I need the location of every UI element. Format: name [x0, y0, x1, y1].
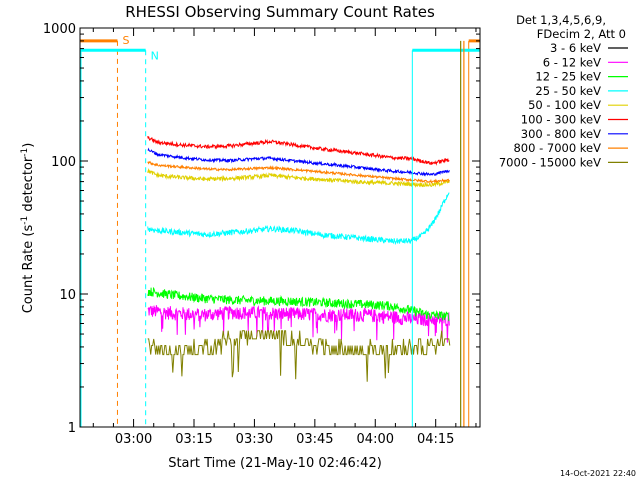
y-tick-label: 1 [68, 421, 76, 436]
series-line-100-300-kev [147, 136, 450, 166]
x-tick-label: 03:15 [175, 432, 212, 447]
series-line-50-100-kev [147, 167, 450, 188]
series-line-6-12-kev [147, 305, 450, 343]
legend: Det 1,3,4,5,6,9, FDecim 2, Att 0 3 - 6 k… [499, 13, 628, 169]
series-line-300-800-kev [147, 147, 450, 177]
axis-ticks: 03:00 03:15 03:30 03:45 04:00 04:15 1 10 100 1000 [43, 22, 480, 447]
y-tick-label: 1000 [43, 22, 76, 37]
x-axis-label: Start Time (21-May-10 02:46:42) [168, 456, 382, 471]
night-flag-label: N [151, 49, 159, 62]
legend-label-100-300-kev: 100 - 300 keV [521, 113, 601, 127]
legend-label-6-12-kev: 6 - 12 keV [543, 55, 601, 69]
timestamp: 14-Oct-2021 22:40 [560, 469, 636, 478]
series-line-7000-15000-kev [147, 330, 451, 382]
legend-label-50-100-kev: 50 - 100 keV [528, 98, 601, 112]
legend-header-line2: FDecim 2, Att 0 [537, 27, 626, 41]
series-line-800-7000-kev [147, 160, 450, 184]
legend-label-3-6-kev: 3 - 6 keV [550, 41, 601, 55]
y-axis-label: Count Rate (s-1 detector-1) [20, 143, 36, 314]
plot-area: SN [80, 34, 480, 427]
x-tick-label: 03:45 [296, 432, 333, 447]
chart-title: RHESSI Observing Summary Count Rates [125, 3, 435, 21]
legend-label-300-800-kev: 300 - 800 keV [521, 127, 601, 141]
y-tick-label: 100 [51, 155, 76, 170]
x-tick-label: 04:15 [417, 432, 454, 447]
series-line-25-50-kev [147, 192, 450, 246]
legend-label-25-50-kev: 25 - 50 keV [535, 84, 601, 98]
y-tick-label: 10 [59, 288, 76, 303]
series-line-12-25-kev [147, 286, 450, 322]
legend-label-800-7000-kev: 800 - 7000 keV [513, 141, 601, 155]
saa-flag-label: S [122, 34, 129, 47]
x-tick-label: 03:00 [115, 432, 152, 447]
legend-label-12-25-kev: 12 - 25 keV [535, 70, 601, 84]
legend-header-line1: Det 1,3,4,5,6,9, [516, 13, 606, 27]
x-tick-label: 04:00 [357, 432, 394, 447]
legend-label-7000-15000-kev: 7000 - 15000 keV [499, 155, 601, 169]
x-tick-label: 03:30 [236, 432, 273, 447]
plot-frame [79, 27, 481, 428]
